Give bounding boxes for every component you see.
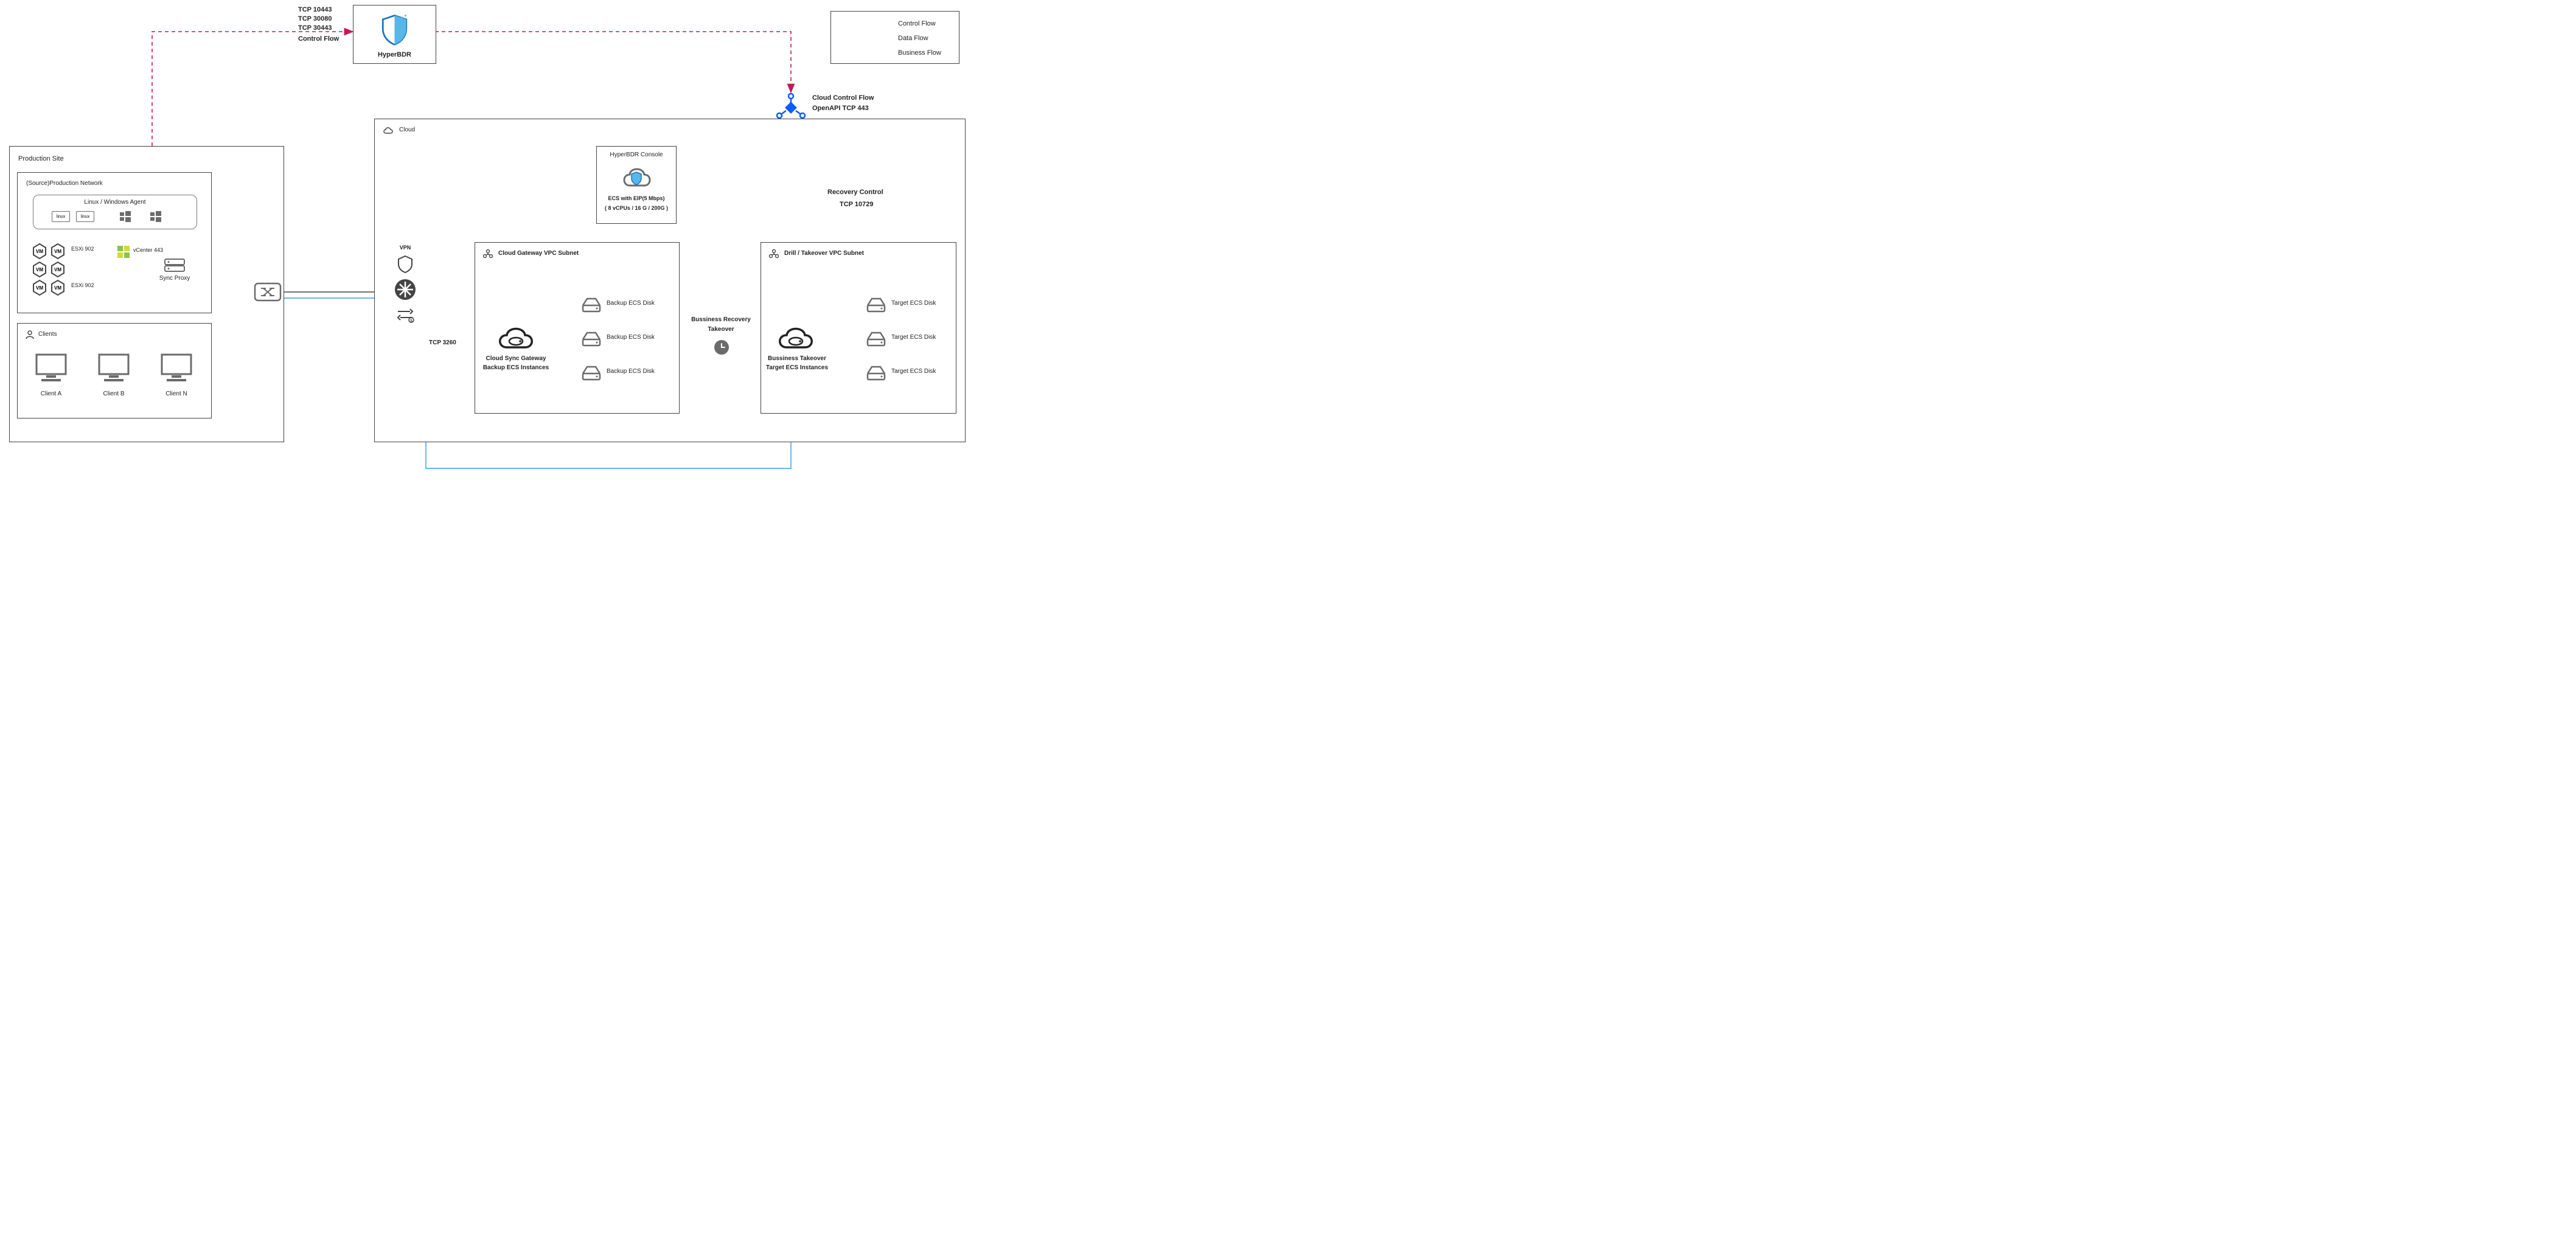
target-disk-label-1: Target ECS Disk	[891, 300, 936, 307]
hyperbdr-console-box: HyperBDR Console ECS with EIP(5 Mbps) ( …	[596, 146, 677, 224]
cloud-sync-gateway-icon	[495, 322, 537, 352]
esxi-label-1: ESXi 902	[71, 246, 94, 252]
gateway-inst-l2: Backup ECS Instances	[476, 364, 555, 371]
disk-icon-2	[581, 330, 602, 347]
takeover-instance-icon	[775, 322, 817, 352]
dedicated-line-icon: $	[395, 307, 415, 324]
linux-icon: linux	[52, 211, 70, 222]
vpn-label: VPN	[394, 245, 416, 251]
person-icon	[25, 330, 35, 339]
legend-control: Control Flow	[898, 20, 936, 27]
svg-text:VM: VM	[36, 285, 43, 291]
disk-label-3: Backup ECS Disk	[607, 368, 655, 375]
legend-business: Business Flow	[898, 49, 941, 57]
cloud-control-flow: Cloud Control Flow	[812, 94, 874, 102]
crossroads-icon	[394, 279, 416, 300]
console-eip: ECS with EIP(5 Mbps)	[597, 195, 676, 201]
tcp-10729: TCP 10729	[840, 201, 873, 208]
recovery-l2: Takeover	[684, 326, 757, 333]
production-network-title: (Source)Production Network	[26, 180, 103, 187]
cloud-title: Cloud	[399, 127, 415, 133]
subnet-icon-2	[768, 249, 779, 259]
monitor-icon-a	[33, 351, 69, 384]
linux-icon-2: linux	[76, 211, 94, 222]
esxi-label-2: ESXi 902	[71, 282, 94, 288]
windows-icon-2	[149, 210, 162, 223]
clock-icon	[714, 339, 729, 355]
svg-text:VM: VM	[36, 267, 43, 273]
windows-icon	[119, 210, 132, 223]
legend-box: Control Flow Data Flow Business Flow	[830, 11, 959, 64]
disk-icon-3	[581, 364, 602, 381]
shield-vpn-icon	[395, 254, 415, 274]
clients-title: Clients	[38, 331, 57, 338]
drill-subnet-box: Drill / Takeover VPC Subnet Bussiness Ta…	[761, 242, 956, 414]
agent-title: Linux / Windows Agent	[33, 199, 197, 206]
subnet-icon	[482, 249, 493, 259]
production-site-title: Production Site	[18, 155, 64, 162]
disk-label-1: Backup ECS Disk	[607, 300, 655, 307]
client-b: Client B	[92, 391, 135, 397]
gateway-title: Cloud Gateway VPC Subnet	[498, 250, 579, 257]
port-30080: TCP 30080	[298, 15, 332, 23]
control-flow-label-1: Control Flow	[298, 35, 339, 43]
vm-row-3: VM VM	[31, 279, 68, 296]
disk-icon-1	[581, 296, 602, 313]
svg-text:VM: VM	[36, 249, 43, 254]
disk-label-2: Backup ECS Disk	[607, 334, 655, 341]
openapi-443: OpenAPI TCP 443	[812, 105, 869, 112]
client-a: Client A	[30, 391, 72, 397]
target-disk-label-3: Target ECS Disk	[891, 368, 936, 375]
drill-inst-l2: Target ECS Instances	[757, 364, 837, 371]
console-title: HyperBDR Console	[597, 151, 676, 158]
production-network-box: (Source)Production Network Linux / Windo…	[17, 172, 212, 313]
drill-title: Drill / Takeover VPC Subnet	[784, 250, 864, 257]
gateway-subnet-box: Cloud Gateway VPC Subnet Cloud Sync Gate…	[475, 242, 680, 414]
router-icon	[252, 280, 283, 304]
svg-text:VM: VM	[54, 285, 61, 291]
port-10443: TCP 10443	[298, 6, 332, 13]
target-disk-icon-3	[866, 364, 886, 381]
cloud-shield-icon	[620, 164, 653, 189]
hyperbdr-shield-icon	[378, 13, 411, 46]
agent-box: Linux / Windows Agent linux linux	[33, 195, 197, 229]
cloud-icon	[382, 125, 394, 135]
port-30443: TCP 30443	[298, 24, 332, 32]
target-disk-icon-1	[866, 296, 886, 313]
svg-text:VM: VM	[54, 249, 61, 254]
vm-row-2: VM VM	[31, 261, 68, 278]
hyperbdr-label: HyperBDR	[353, 51, 436, 58]
recovery-l1: Bussiness Recovery	[684, 316, 757, 323]
vcenter-icon	[116, 245, 131, 259]
recovery-control-label: Recovery Control	[827, 189, 883, 196]
sync-proxy-label: Sync Proxy	[153, 275, 197, 282]
production-site-box: Production Site (Source)Production Netwo…	[9, 146, 284, 442]
target-disk-icon-2	[866, 330, 886, 347]
vm-row-1: VM VM	[31, 243, 68, 260]
svg-text:VM: VM	[54, 267, 61, 273]
console-spec: ( 8 vCPUs / 16 G / 200G )	[597, 205, 676, 211]
hyperbdr-box: HyperBDR	[353, 5, 436, 64]
monitor-icon-n	[158, 351, 195, 384]
tcp-3260: TCP 3260	[429, 339, 456, 346]
vcenter-label: vCenter 443	[133, 247, 163, 253]
clients-box: Clients Client A Client B Client N	[17, 323, 212, 419]
client-n: Client N	[155, 391, 198, 397]
gateway-inst-l1: Cloud Sync Gateway	[476, 355, 555, 362]
legend-data: Data Flow	[898, 35, 928, 42]
sync-proxy-icon	[162, 257, 187, 274]
monitor-icon-b	[96, 351, 132, 384]
target-disk-label-2: Target ECS Disk	[891, 334, 936, 341]
drill-inst-l1: Bussiness Takeover	[757, 355, 837, 362]
